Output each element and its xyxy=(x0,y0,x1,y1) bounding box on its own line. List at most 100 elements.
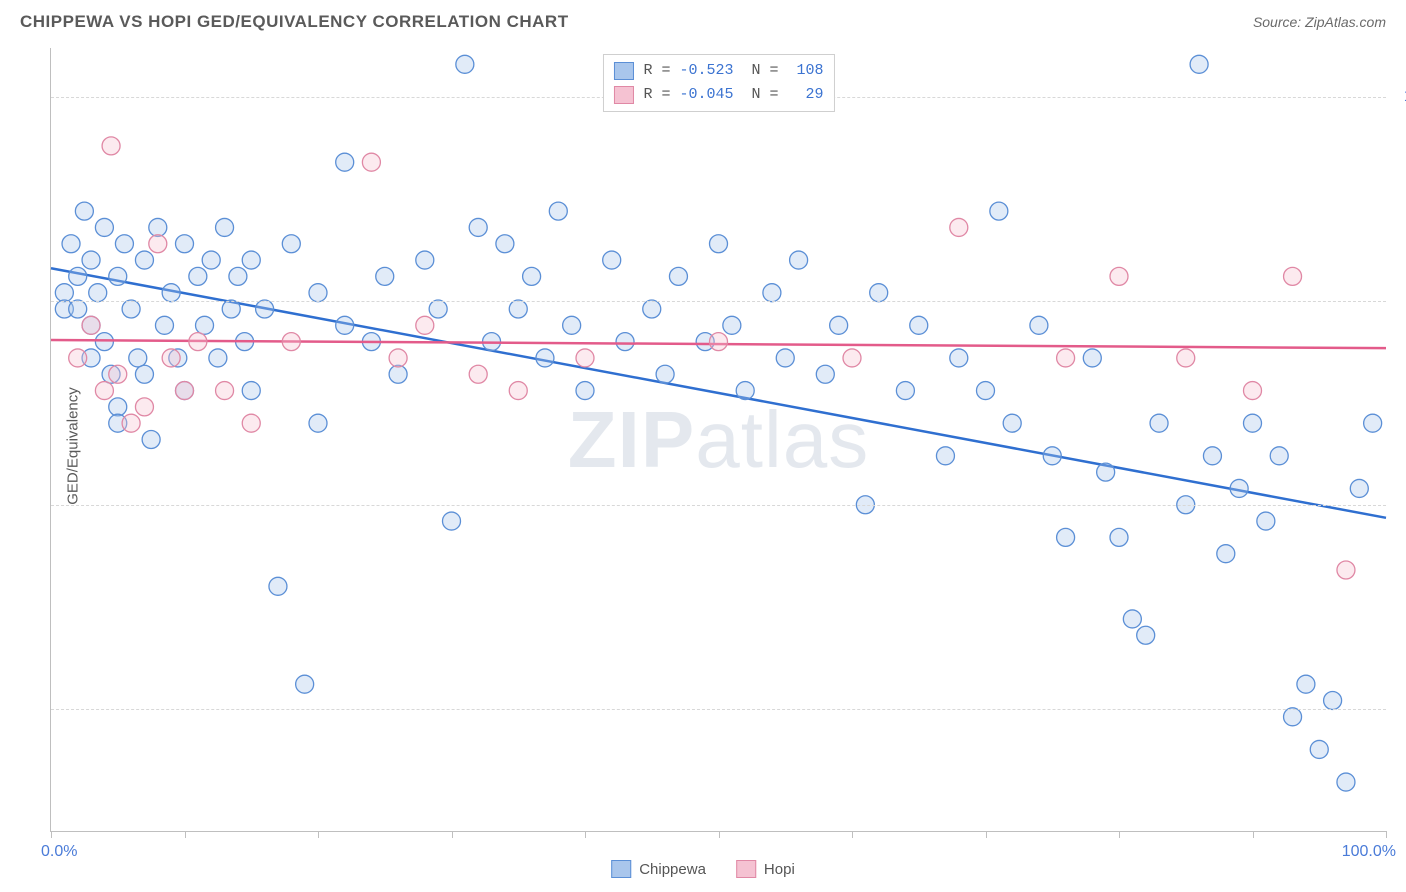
data-point xyxy=(135,251,153,269)
data-point xyxy=(95,382,113,400)
data-point xyxy=(242,382,260,400)
x-tick xyxy=(185,831,186,838)
chart-title: CHIPPEWA VS HOPI GED/EQUIVALENCY CORRELA… xyxy=(20,12,569,32)
y-tick-label: 62.5% xyxy=(1393,700,1406,718)
legend-correlation-row: R = -0.045 N = 29 xyxy=(613,83,823,107)
data-point xyxy=(1190,55,1208,73)
data-point xyxy=(1337,561,1355,579)
data-point xyxy=(1203,447,1221,465)
data-point xyxy=(1284,708,1302,726)
legend-item: Hopi xyxy=(736,860,795,878)
x-tick xyxy=(452,831,453,838)
data-point xyxy=(216,218,234,236)
data-point xyxy=(790,251,808,269)
data-point xyxy=(763,284,781,302)
data-point xyxy=(209,349,227,367)
data-point xyxy=(149,218,167,236)
data-point xyxy=(69,349,87,367)
data-point xyxy=(936,447,954,465)
data-point xyxy=(563,316,581,334)
data-point xyxy=(643,300,661,318)
data-point xyxy=(1003,414,1021,432)
legend-item: Chippewa xyxy=(611,860,706,878)
x-tick xyxy=(852,831,853,838)
data-point xyxy=(75,202,93,220)
legend-label: Chippewa xyxy=(639,861,706,878)
data-point xyxy=(977,382,995,400)
data-point xyxy=(1137,626,1155,644)
data-point xyxy=(496,235,514,253)
data-point xyxy=(669,267,687,285)
data-point xyxy=(189,267,207,285)
data-point xyxy=(122,300,140,318)
data-point xyxy=(1337,773,1355,791)
legend-swatch xyxy=(613,86,633,104)
data-point xyxy=(1230,479,1248,497)
data-point xyxy=(196,316,214,334)
data-point xyxy=(162,349,180,367)
data-point xyxy=(1284,267,1302,285)
data-point xyxy=(336,153,354,171)
data-point xyxy=(1244,414,1262,432)
data-point xyxy=(1043,447,1061,465)
x-tick xyxy=(318,831,319,838)
data-point xyxy=(155,316,173,334)
data-point xyxy=(296,675,314,693)
data-point xyxy=(1057,349,1075,367)
data-point xyxy=(269,577,287,595)
data-point xyxy=(816,365,834,383)
data-point xyxy=(109,267,127,285)
x-tick xyxy=(585,831,586,838)
gridline xyxy=(51,505,1386,506)
x-tick xyxy=(986,831,987,838)
data-point xyxy=(95,333,113,351)
plot-area: ZIPatlas R = -0.523 N = 108R = -0.045 N … xyxy=(50,48,1386,832)
data-point xyxy=(1364,414,1382,432)
data-point xyxy=(443,512,461,530)
data-point xyxy=(429,300,447,318)
data-point xyxy=(95,218,113,236)
data-point xyxy=(1097,463,1115,481)
data-point xyxy=(1350,479,1368,497)
data-point xyxy=(576,349,594,367)
data-point xyxy=(896,382,914,400)
data-point xyxy=(362,153,380,171)
legend-label: Hopi xyxy=(764,861,795,878)
series-legend: Chippewa Hopi xyxy=(611,860,795,878)
data-point xyxy=(135,398,153,416)
data-point xyxy=(950,349,968,367)
data-point xyxy=(549,202,567,220)
data-point xyxy=(950,218,968,236)
data-point xyxy=(1310,740,1328,758)
data-point xyxy=(309,284,327,302)
data-point xyxy=(469,365,487,383)
data-point xyxy=(282,235,300,253)
data-point xyxy=(710,235,728,253)
data-point xyxy=(469,218,487,236)
data-point xyxy=(142,431,160,449)
data-point xyxy=(1083,349,1101,367)
data-point xyxy=(109,365,127,383)
data-point xyxy=(723,316,741,334)
data-point xyxy=(82,251,100,269)
data-point xyxy=(89,284,107,302)
data-point xyxy=(102,137,120,155)
data-point xyxy=(736,382,754,400)
data-point xyxy=(222,300,240,318)
data-point xyxy=(910,316,928,334)
data-point xyxy=(189,333,207,351)
data-point xyxy=(135,365,153,383)
data-point xyxy=(843,349,861,367)
data-point xyxy=(129,349,147,367)
data-point xyxy=(1110,528,1128,546)
data-point xyxy=(1030,316,1048,334)
x-tick xyxy=(1119,831,1120,838)
x-tick xyxy=(719,831,720,838)
data-point xyxy=(69,300,87,318)
data-point xyxy=(1123,610,1141,628)
data-point xyxy=(336,316,354,334)
data-point xyxy=(69,267,87,285)
data-point xyxy=(256,300,274,318)
source-attribution: Source: ZipAtlas.com xyxy=(1253,14,1386,30)
data-point xyxy=(710,333,728,351)
